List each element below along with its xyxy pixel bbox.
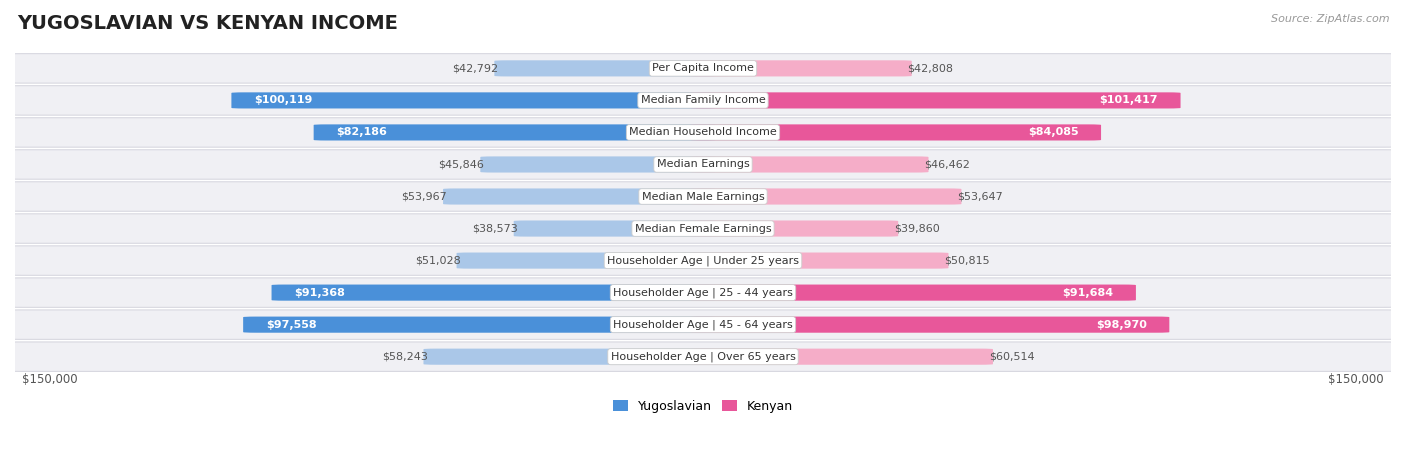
Text: $58,243: $58,243 xyxy=(381,352,427,361)
Text: $39,860: $39,860 xyxy=(894,224,939,234)
FancyBboxPatch shape xyxy=(690,284,1136,301)
FancyBboxPatch shape xyxy=(8,342,1398,371)
FancyBboxPatch shape xyxy=(690,189,962,205)
FancyBboxPatch shape xyxy=(8,214,1398,243)
FancyBboxPatch shape xyxy=(271,284,716,301)
FancyBboxPatch shape xyxy=(690,317,1170,333)
FancyBboxPatch shape xyxy=(513,220,716,237)
FancyBboxPatch shape xyxy=(8,85,1398,115)
Text: Median Household Income: Median Household Income xyxy=(628,127,778,137)
FancyBboxPatch shape xyxy=(690,348,993,365)
FancyBboxPatch shape xyxy=(243,317,716,333)
Text: $100,119: $100,119 xyxy=(254,95,312,106)
Text: Median Male Earnings: Median Male Earnings xyxy=(641,191,765,202)
Text: Median Family Income: Median Family Income xyxy=(641,95,765,106)
FancyBboxPatch shape xyxy=(8,54,1398,83)
Text: $91,368: $91,368 xyxy=(294,288,344,297)
Text: Median Female Earnings: Median Female Earnings xyxy=(634,224,772,234)
FancyBboxPatch shape xyxy=(8,278,1398,307)
FancyBboxPatch shape xyxy=(8,310,1398,340)
Text: $150,000: $150,000 xyxy=(22,373,77,386)
FancyBboxPatch shape xyxy=(8,246,1398,276)
Text: Householder Age | Over 65 years: Householder Age | Over 65 years xyxy=(610,352,796,362)
FancyBboxPatch shape xyxy=(457,253,716,269)
Text: Householder Age | Under 25 years: Householder Age | Under 25 years xyxy=(607,255,799,266)
FancyBboxPatch shape xyxy=(232,92,716,108)
FancyBboxPatch shape xyxy=(443,189,716,205)
Text: Householder Age | 45 - 64 years: Householder Age | 45 - 64 years xyxy=(613,319,793,330)
Legend: Yugoslavian, Kenyan: Yugoslavian, Kenyan xyxy=(607,395,799,417)
FancyBboxPatch shape xyxy=(8,118,1398,147)
FancyBboxPatch shape xyxy=(423,348,716,365)
Text: $53,967: $53,967 xyxy=(402,191,447,202)
FancyBboxPatch shape xyxy=(690,124,1101,141)
FancyBboxPatch shape xyxy=(314,124,716,141)
Text: $60,514: $60,514 xyxy=(988,352,1035,361)
Text: $45,846: $45,846 xyxy=(439,159,485,170)
FancyBboxPatch shape xyxy=(690,60,911,77)
FancyBboxPatch shape xyxy=(495,60,716,77)
Text: YUGOSLAVIAN VS KENYAN INCOME: YUGOSLAVIAN VS KENYAN INCOME xyxy=(17,14,398,33)
Text: Median Earnings: Median Earnings xyxy=(657,159,749,170)
Text: $101,417: $101,417 xyxy=(1099,95,1159,106)
Text: Source: ZipAtlas.com: Source: ZipAtlas.com xyxy=(1271,14,1389,24)
Text: $91,684: $91,684 xyxy=(1062,288,1114,297)
FancyBboxPatch shape xyxy=(690,253,949,269)
Text: $84,085: $84,085 xyxy=(1028,127,1078,137)
FancyBboxPatch shape xyxy=(8,150,1398,179)
Text: $53,647: $53,647 xyxy=(957,191,1002,202)
FancyBboxPatch shape xyxy=(481,156,716,172)
Text: $42,808: $42,808 xyxy=(908,64,953,73)
Text: Per Capita Income: Per Capita Income xyxy=(652,64,754,73)
Text: $98,970: $98,970 xyxy=(1095,319,1147,330)
FancyBboxPatch shape xyxy=(690,92,1181,108)
Text: Householder Age | 25 - 44 years: Householder Age | 25 - 44 years xyxy=(613,287,793,298)
FancyBboxPatch shape xyxy=(690,156,928,172)
Text: $150,000: $150,000 xyxy=(1329,373,1384,386)
Text: $42,792: $42,792 xyxy=(453,64,499,73)
FancyBboxPatch shape xyxy=(690,220,898,237)
FancyBboxPatch shape xyxy=(8,182,1398,211)
Text: $82,186: $82,186 xyxy=(336,127,387,137)
Text: $50,815: $50,815 xyxy=(945,255,990,266)
Text: $51,028: $51,028 xyxy=(415,255,461,266)
Text: $46,462: $46,462 xyxy=(924,159,970,170)
Text: $97,558: $97,558 xyxy=(266,319,316,330)
Text: $38,573: $38,573 xyxy=(472,224,517,234)
